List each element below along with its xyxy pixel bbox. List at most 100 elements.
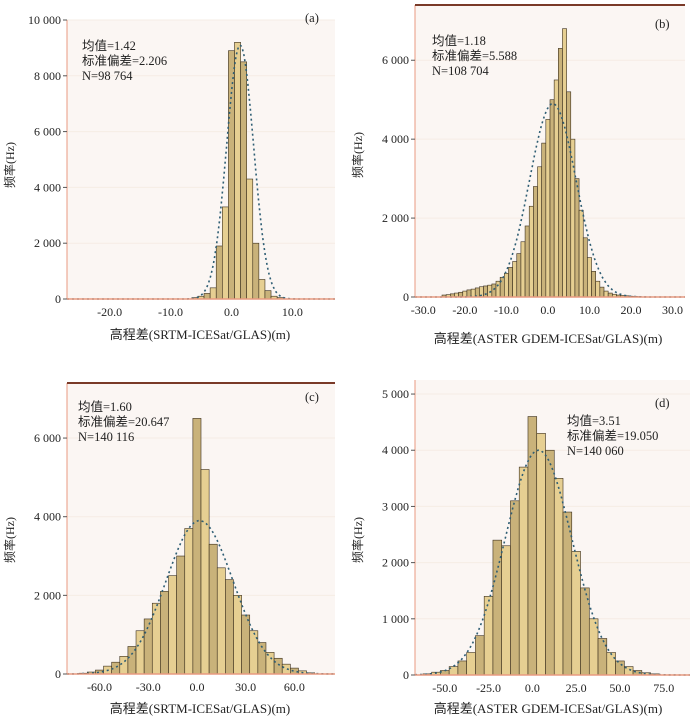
histogram-bar [587, 257, 592, 298]
x-tick-label: -20.0 [97, 305, 122, 319]
stat-n: N=108 704 [432, 64, 489, 78]
histogram-bar [541, 142, 547, 298]
panel-label: (a) [305, 11, 319, 25]
histogram-bar [492, 539, 503, 676]
histogram-bar [168, 575, 177, 675]
x-tick-label: 20.0 [621, 303, 642, 317]
histogram-bar [466, 652, 476, 676]
histogram-bar [176, 555, 186, 675]
histogram-bar [457, 660, 467, 676]
histogram-bar [599, 286, 605, 298]
histogram-bar [528, 205, 534, 298]
y-tick-label: 8 000 [34, 69, 61, 83]
x-tick-label: 50.0 [609, 681, 630, 695]
histogram-bar [192, 418, 202, 675]
histogram-bar [252, 242, 260, 300]
histogram-bar [184, 528, 194, 675]
histogram-bar [240, 61, 247, 300]
stat-n: N=140 060 [567, 444, 624, 458]
histogram-bar [265, 652, 275, 675]
histogram-bar [225, 579, 234, 675]
y-axis-label: 频率(Hz) [350, 517, 365, 563]
histogram-bar [562, 28, 567, 298]
histogram-bar [518, 466, 529, 676]
histogram-bar [527, 416, 538, 676]
histogram-bar [246, 178, 254, 300]
histogram-bar [281, 663, 291, 675]
stat-sd: 标准偏差=5.588 [432, 48, 517, 63]
histogram-bar [545, 449, 555, 676]
histogram-bar [501, 545, 511, 676]
histogram-bar [487, 284, 493, 298]
histogram-bar [216, 567, 226, 675]
x-tick-label: 30.0 [662, 303, 683, 317]
histogram-bar [203, 293, 211, 300]
histogram-bar [143, 618, 153, 675]
histogram-bar [524, 225, 530, 298]
stat-n: N=98 764 [82, 69, 133, 83]
y-tick-label: 0 [403, 668, 409, 682]
histogram-bar [516, 253, 522, 298]
histogram-bar [533, 186, 538, 298]
y-axis-label: 频率(Hz) [2, 517, 17, 563]
x-tick-label: 10.0 [282, 305, 303, 319]
histogram-bar [615, 660, 625, 676]
x-tick-label: 75.0 [653, 681, 674, 695]
x-tick-label: 10.0 [579, 303, 600, 317]
y-tick-label: 1 000 [382, 612, 409, 626]
histogram-bar [553, 478, 564, 676]
y-tick-label: 4 000 [382, 132, 409, 146]
histogram-bar [475, 635, 485, 676]
histogram-bar [603, 290, 609, 298]
histogram-bar [558, 48, 563, 298]
histogram-bar [504, 273, 509, 298]
histogram-bar [574, 178, 580, 298]
x-tick-label: -50.0 [432, 681, 457, 695]
histogram-bar [512, 261, 518, 298]
y-tick-label: 0 [403, 290, 409, 304]
y-tick-label: 4 000 [34, 510, 61, 524]
stat-n: N=140 116 [78, 430, 134, 444]
histogram-bar [510, 500, 520, 676]
x-tick-label: -60.0 [87, 680, 112, 694]
x-tick-label: -25.0 [476, 681, 501, 695]
histogram-bar [483, 596, 494, 676]
histogram-bar [491, 283, 497, 298]
x-tick-label: -10.0 [158, 305, 183, 319]
histogram-bar [595, 280, 601, 298]
x-tick-label: 25.0 [566, 681, 587, 695]
x-tick-label: 0.0 [189, 680, 204, 694]
histogram-bar [537, 166, 542, 298]
stat-mean: 均值=1.18 [432, 33, 486, 48]
panel-a: (a) 均值=1.42 标准偏差=2.206 N=98 764 高程差(SRTM… [2, 11, 335, 342]
stat-sd: 标准偏差=20.647 [78, 414, 169, 429]
stat-sd: 标准偏差=19.050 [567, 428, 658, 443]
x-tick-label: 0.0 [525, 681, 540, 695]
x-axis-label: 高程差(SRTM-ICESat/GLAS)(m) [110, 701, 291, 716]
y-tick-label: 3 000 [382, 499, 409, 513]
stat-sd: 标准偏差=2.206 [82, 53, 167, 68]
histogram-bar [234, 42, 241, 300]
histogram-bar [264, 290, 272, 300]
histogram-bar [582, 237, 588, 298]
histogram-bar [495, 280, 501, 298]
histogram-bar [597, 638, 608, 676]
normal-fit-curve [67, 519, 336, 675]
x-tick-label: 30.0 [235, 680, 256, 694]
histogram-bar [566, 91, 572, 298]
histogram-bar [200, 469, 210, 675]
y-axis-label: 频率(Hz) [2, 142, 17, 188]
y-tick-label: 0 [55, 292, 61, 306]
histogram-bar [222, 206, 229, 300]
panel-label: (b) [655, 17, 670, 31]
histogram-bar [580, 587, 590, 676]
plot-area [67, 20, 335, 299]
histogram-bar [273, 657, 283, 675]
stat-mean: 均值=1.60 [78, 399, 132, 414]
histogram-bar [241, 614, 251, 675]
y-tick-label: 10 000 [28, 13, 61, 27]
y-tick-label: 2 000 [382, 211, 409, 225]
histogram-bar [508, 267, 513, 298]
histogram-bar [591, 271, 596, 298]
x-tick-label: -30.0 [411, 303, 436, 317]
